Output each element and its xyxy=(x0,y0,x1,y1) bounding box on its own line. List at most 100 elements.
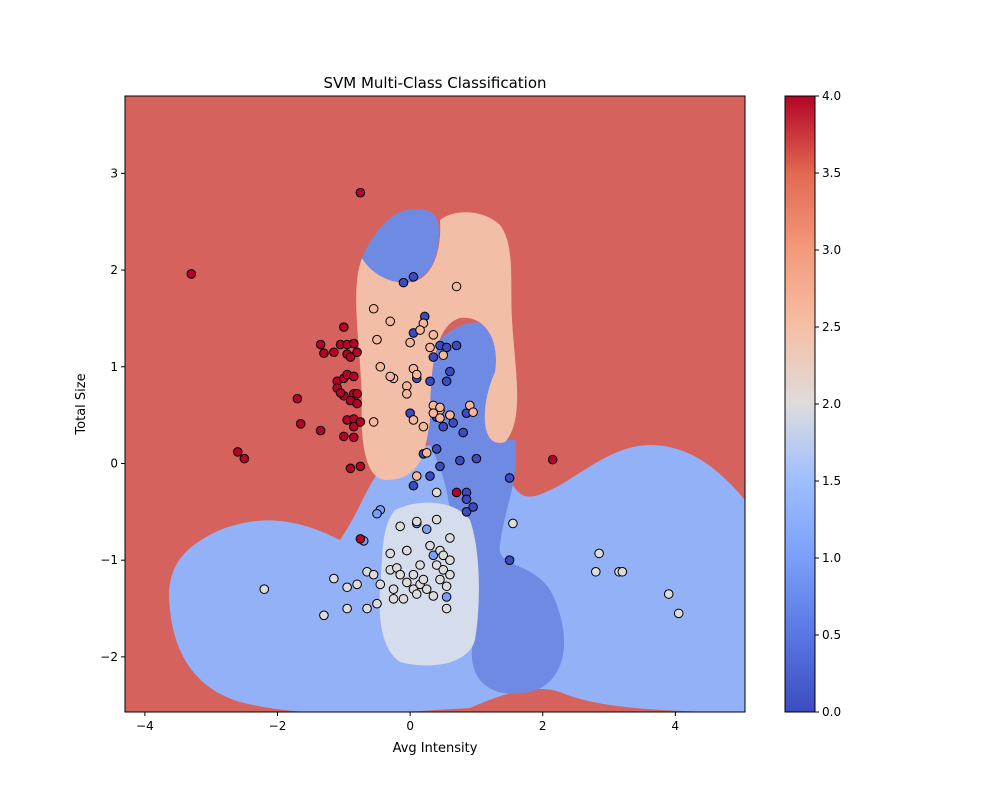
data-point-class-2 xyxy=(395,521,405,532)
data-point-class-2 xyxy=(673,608,684,619)
data-point-class-3 xyxy=(372,334,382,345)
data-point-class-1 xyxy=(372,508,382,519)
data-point-class-4 xyxy=(355,534,366,544)
data-point-class-4 xyxy=(352,347,362,358)
colorbar-tick-label: 0.5 xyxy=(822,628,841,642)
data-point-class-3 xyxy=(428,330,439,340)
data-point-class-4 xyxy=(335,388,346,398)
y-axis-label: Total Size xyxy=(74,373,89,435)
data-point-class-0 xyxy=(428,352,439,362)
data-point-class-3 xyxy=(385,371,396,382)
data-point-class-0 xyxy=(441,376,452,387)
data-point-class-2 xyxy=(425,540,435,551)
data-point-class-2 xyxy=(431,514,442,525)
data-point-class-2 xyxy=(441,603,452,614)
x-tick-label: 2 xyxy=(539,719,547,733)
data-point-class-4 xyxy=(355,461,366,472)
data-point-class-0 xyxy=(398,277,409,288)
y-tick-label: −1 xyxy=(100,553,118,567)
data-point-class-4 xyxy=(315,425,326,436)
data-point-class-4 xyxy=(239,453,250,464)
colorbar-tick-label: 2.0 xyxy=(822,397,841,411)
data-point-class-0 xyxy=(458,427,468,438)
data-point-class-2 xyxy=(663,589,674,599)
colorbar-tick-label: 0.0 xyxy=(822,705,841,719)
data-point-class-3 xyxy=(405,337,415,348)
data-point-class-4 xyxy=(355,417,366,427)
data-point-class-2 xyxy=(362,603,372,614)
y-axis: −2 −1 0 1 2 3 xyxy=(100,166,125,664)
data-point-class-2 xyxy=(415,560,425,570)
colorbar-gradient xyxy=(784,95,816,713)
data-point-class-4 xyxy=(355,187,366,198)
data-point-class-2 xyxy=(445,555,455,565)
data-point-class-3 xyxy=(438,350,449,360)
data-point-class-0 xyxy=(408,272,419,282)
data-point-class-4 xyxy=(292,393,303,404)
data-point-class-4 xyxy=(348,432,359,443)
data-point-class-0 xyxy=(455,455,465,466)
data-point-class-2 xyxy=(375,579,386,590)
data-point-class-3 xyxy=(418,421,429,432)
data-point-class-4 xyxy=(232,447,243,457)
y-tick-label: 2 xyxy=(110,263,118,277)
data-point-class-2 xyxy=(445,569,455,580)
data-point-class-2 xyxy=(617,566,628,577)
data-point-class-0 xyxy=(471,453,482,464)
data-point-class-2 xyxy=(508,518,518,529)
data-point-class-0 xyxy=(445,366,455,377)
data-point-class-0 xyxy=(431,444,442,454)
data-point-class-2 xyxy=(319,610,329,621)
data-point-class-1 xyxy=(441,592,452,602)
data-point-class-3 xyxy=(435,402,445,413)
data-point-class-2 xyxy=(259,584,270,594)
x-tick-label: 4 xyxy=(672,719,680,733)
data-point-class-3 xyxy=(408,415,419,425)
colorbar-tick-label: 1.0 xyxy=(822,551,841,565)
data-point-class-3 xyxy=(428,408,439,418)
data-point-class-4 xyxy=(339,322,349,332)
data-point-class-3 xyxy=(425,342,435,353)
data-point-class-3 xyxy=(385,316,396,327)
data-point-class-3 xyxy=(411,369,422,380)
data-point-class-2 xyxy=(388,594,399,604)
data-point-class-3 xyxy=(415,325,425,335)
data-point-class-2 xyxy=(441,581,452,592)
data-point-class-2 xyxy=(352,579,362,590)
data-point-class-1 xyxy=(428,550,439,561)
x-tick-label: −2 xyxy=(269,719,287,733)
data-point-class-2 xyxy=(445,533,455,543)
plot-frame xyxy=(124,95,746,713)
data-point-class-4 xyxy=(352,398,362,409)
data-point-class-2 xyxy=(438,565,449,575)
data-point-class-3 xyxy=(375,361,386,372)
data-point-class-0 xyxy=(504,473,515,483)
data-point-class-2 xyxy=(418,574,429,585)
data-point-class-2 xyxy=(411,589,422,599)
data-point-class-2 xyxy=(372,598,382,609)
data-point-class-4 xyxy=(319,348,329,359)
data-point-class-2 xyxy=(421,584,432,594)
data-point-class-4 xyxy=(345,463,356,474)
data-point-class-0 xyxy=(468,502,478,512)
data-point-class-3 xyxy=(445,410,455,420)
region-class-0-top xyxy=(360,209,439,282)
colorbar-tick-label: 4.0 xyxy=(822,89,841,103)
data-point-class-2 xyxy=(591,566,601,577)
data-point-class-0 xyxy=(461,494,472,505)
data-point-class-2 xyxy=(385,548,396,559)
y-tick-label: 3 xyxy=(110,166,118,180)
scatter-points xyxy=(186,187,684,621)
data-point-class-3 xyxy=(451,281,462,292)
data-point-class-3 xyxy=(368,417,379,427)
data-point-class-4 xyxy=(315,339,326,350)
data-point-class-2 xyxy=(388,584,399,594)
data-point-class-0 xyxy=(461,507,472,517)
chart-title: SVM Multi-Class Classification xyxy=(323,74,546,92)
data-point-class-2 xyxy=(402,545,412,556)
data-point-class-2 xyxy=(431,487,442,498)
data-point-class-2 xyxy=(398,594,409,604)
data-point-class-0 xyxy=(451,340,462,351)
data-point-class-4 xyxy=(547,454,558,465)
data-point-class-0 xyxy=(504,555,515,565)
